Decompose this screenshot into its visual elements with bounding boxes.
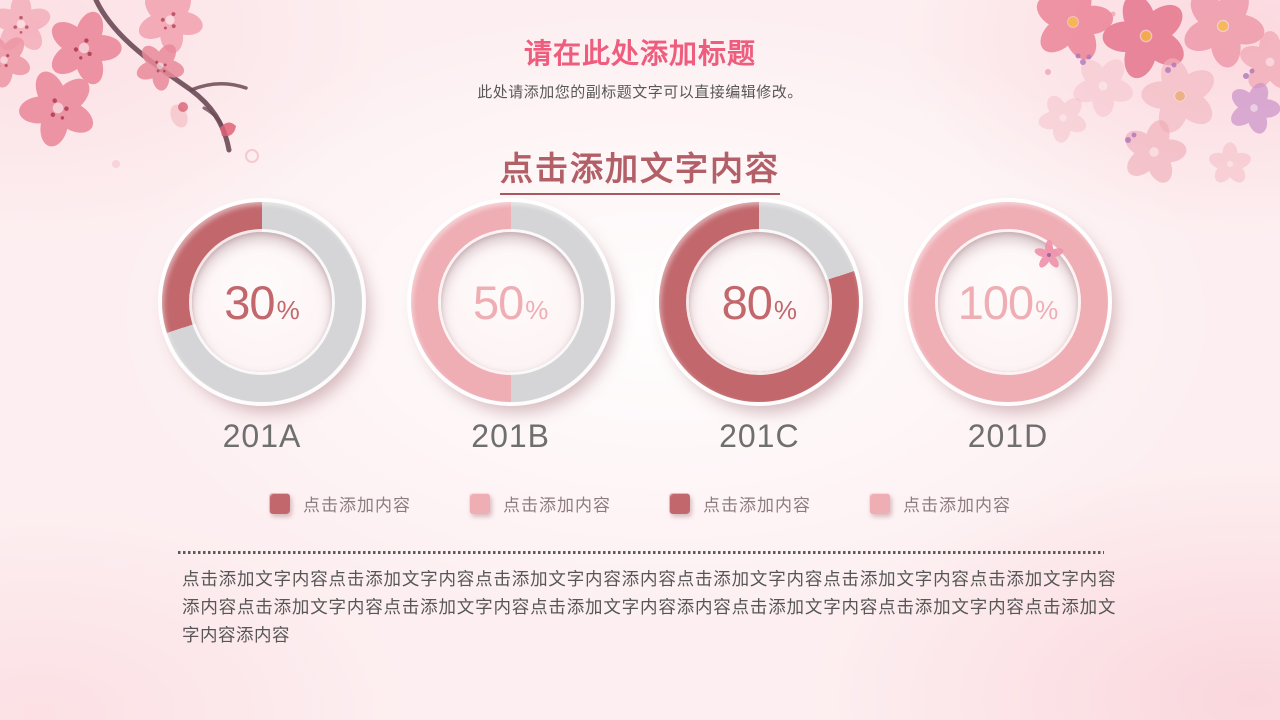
donut-gauge-201A[interactable]: 30% [162,202,362,402]
legend-item[interactable]: 点击添加内容 [869,491,1011,516]
section-heading-wrap: 点击添加文字内容 [0,142,1280,195]
donut-category-label: 201D [967,418,1049,454]
legend-label: 点击添加内容 [503,496,611,515]
legend-item[interactable]: 点击添加内容 [469,491,611,516]
legend-swatch [469,493,490,514]
legend-label: 点击添加内容 [703,496,811,515]
donut-percent-value: 100% [957,275,1059,329]
dotted-separator [178,551,1104,554]
chart-legend: 点击添加内容 点击添加内容 点击添加内容 点击添加内容 [0,491,1280,516]
legend-label: 点击添加内容 [303,496,411,515]
legend-swatch [669,493,690,514]
section-heading[interactable]: 点击添加文字内容 [500,142,780,195]
donut-cell-201B: 50% 201B [407,202,615,455]
donut-percent-value: 50% [472,275,549,329]
donut-percent-value: 80% [721,275,798,329]
donut-hole: 30% [192,232,332,372]
donut-category-label: 201C [719,418,800,454]
legend-label: 点击添加内容 [903,496,1011,515]
legend-swatch [869,493,890,514]
donut-percent-value: 30% [224,275,300,329]
donut-gauge-201C[interactable]: 80% [659,202,860,402]
donut-gauge-201D[interactable]: 100% [907,202,1108,402]
donut-cell-201A: 30% 201A [158,202,366,455]
donut-hole: 80% [689,232,830,372]
donut-category-label: 201A [222,418,302,454]
donut-chart-row: 30% 201A 50% 201B 80% 201C [158,202,1112,455]
legend-item[interactable]: 点击添加内容 [269,491,411,516]
donut-cell-201C: 80% 201C [655,202,863,455]
slide-header: 请在此处添加标题 此处请添加您的副标题文字可以直接编辑修改。 [0,32,1280,102]
slide-subtitle[interactable]: 此处请添加您的副标题文字可以直接编辑修改。 [477,84,803,101]
donut-hole: 50% [440,232,581,372]
legend-item[interactable]: 点击添加内容 [669,491,811,516]
legend-swatch [269,493,290,514]
body-paragraph[interactable]: 点击添加文字内容点击添加文字内容点击添加文字内容添内容点击添加文字内容点击添加文… [182,569,1116,645]
donut-gauge-201B[interactable]: 50% [410,202,611,402]
donut-cell-201D: 100% 201D [904,202,1112,455]
donut-category-label: 201B [471,418,551,454]
slide-title[interactable]: 请在此处添加标题 [523,38,756,69]
small-blossom-icon [1034,240,1064,268]
